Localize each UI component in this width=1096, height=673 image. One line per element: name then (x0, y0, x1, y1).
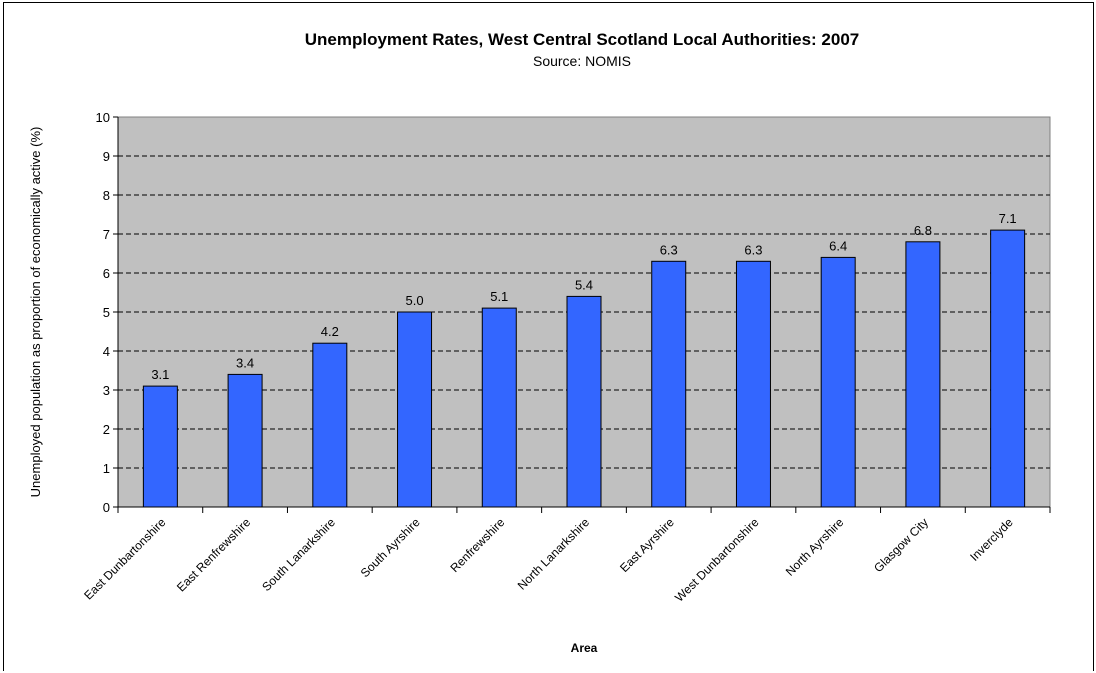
y-tick-label: 8 (103, 188, 110, 203)
y-tick-label: 2 (103, 422, 110, 437)
data-label: 5.1 (490, 289, 508, 304)
x-category-label: Inverclyde (967, 515, 1016, 564)
bars (142, 229, 1026, 508)
bar (227, 373, 263, 508)
y-tick-label: 4 (103, 344, 110, 359)
bar (142, 385, 178, 508)
x-category-label: South Lanarkshire (259, 515, 338, 594)
chart-subtitle: Source: NOMIS (533, 53, 631, 69)
x-category-labels: East Dunbartonshire East Renfrewshire Sout… (81, 515, 1016, 605)
x-category-label: Renfrewshire (447, 515, 507, 575)
x-category-label: East Dunbartonshire (81, 515, 168, 602)
bar (820, 256, 856, 508)
data-label: 5.4 (575, 277, 593, 292)
data-label: 6.3 (744, 242, 762, 257)
y-tick-label: 1 (103, 461, 110, 476)
y-tick-label: 3 (103, 383, 110, 398)
x-category-label: East Renfrewshire (174, 515, 253, 594)
data-label: 4.2 (321, 324, 339, 339)
data-label: 3.1 (151, 367, 169, 382)
x-category-label: North Lanarkshire (515, 515, 593, 593)
bar (651, 260, 687, 508)
chart-title: Unemployment Rates, West Central Scotlan… (305, 30, 860, 49)
x-category-label: East Ayrshire (617, 515, 677, 575)
x-category-label: South Ayrshire (358, 515, 423, 580)
y-tick-label: 9 (103, 149, 110, 164)
y-tick-label: 5 (103, 305, 110, 320)
x-category-label: West Dunbartonshire (672, 515, 762, 605)
bar (481, 307, 517, 508)
data-label: 7.1 (999, 211, 1017, 226)
y-tick-labels: 0 1 2 3 4 5 6 7 8 9 10 (96, 110, 110, 515)
bar (905, 241, 941, 508)
data-label: 5.0 (406, 293, 424, 308)
y-tick-label: 6 (103, 266, 110, 281)
bar (397, 311, 433, 508)
y-tick-label: 7 (103, 227, 110, 242)
y-tick-label: 10 (96, 110, 110, 125)
x-axis-title: Area (571, 641, 598, 655)
data-label: 6.8 (914, 223, 932, 238)
bar (566, 295, 602, 508)
y-tick-label: 0 (103, 500, 110, 515)
x-category-label: North Ayrshire (783, 515, 847, 579)
data-labels: 3.1 3.4 4.2 5.0 5.1 5.4 6.3 6.3 6.4 6.8 7.1 (151, 211, 1016, 382)
x-category-label: Glasgow City (871, 515, 931, 575)
axes (113, 116, 1051, 513)
bar (735, 260, 771, 508)
data-label: 6.3 (660, 242, 678, 257)
bar (990, 229, 1026, 508)
y-axis-title: Unemployed population as proportion of e… (28, 127, 43, 498)
data-label: 6.4 (829, 238, 847, 253)
data-label: 3.4 (236, 355, 254, 370)
bar (312, 342, 348, 508)
